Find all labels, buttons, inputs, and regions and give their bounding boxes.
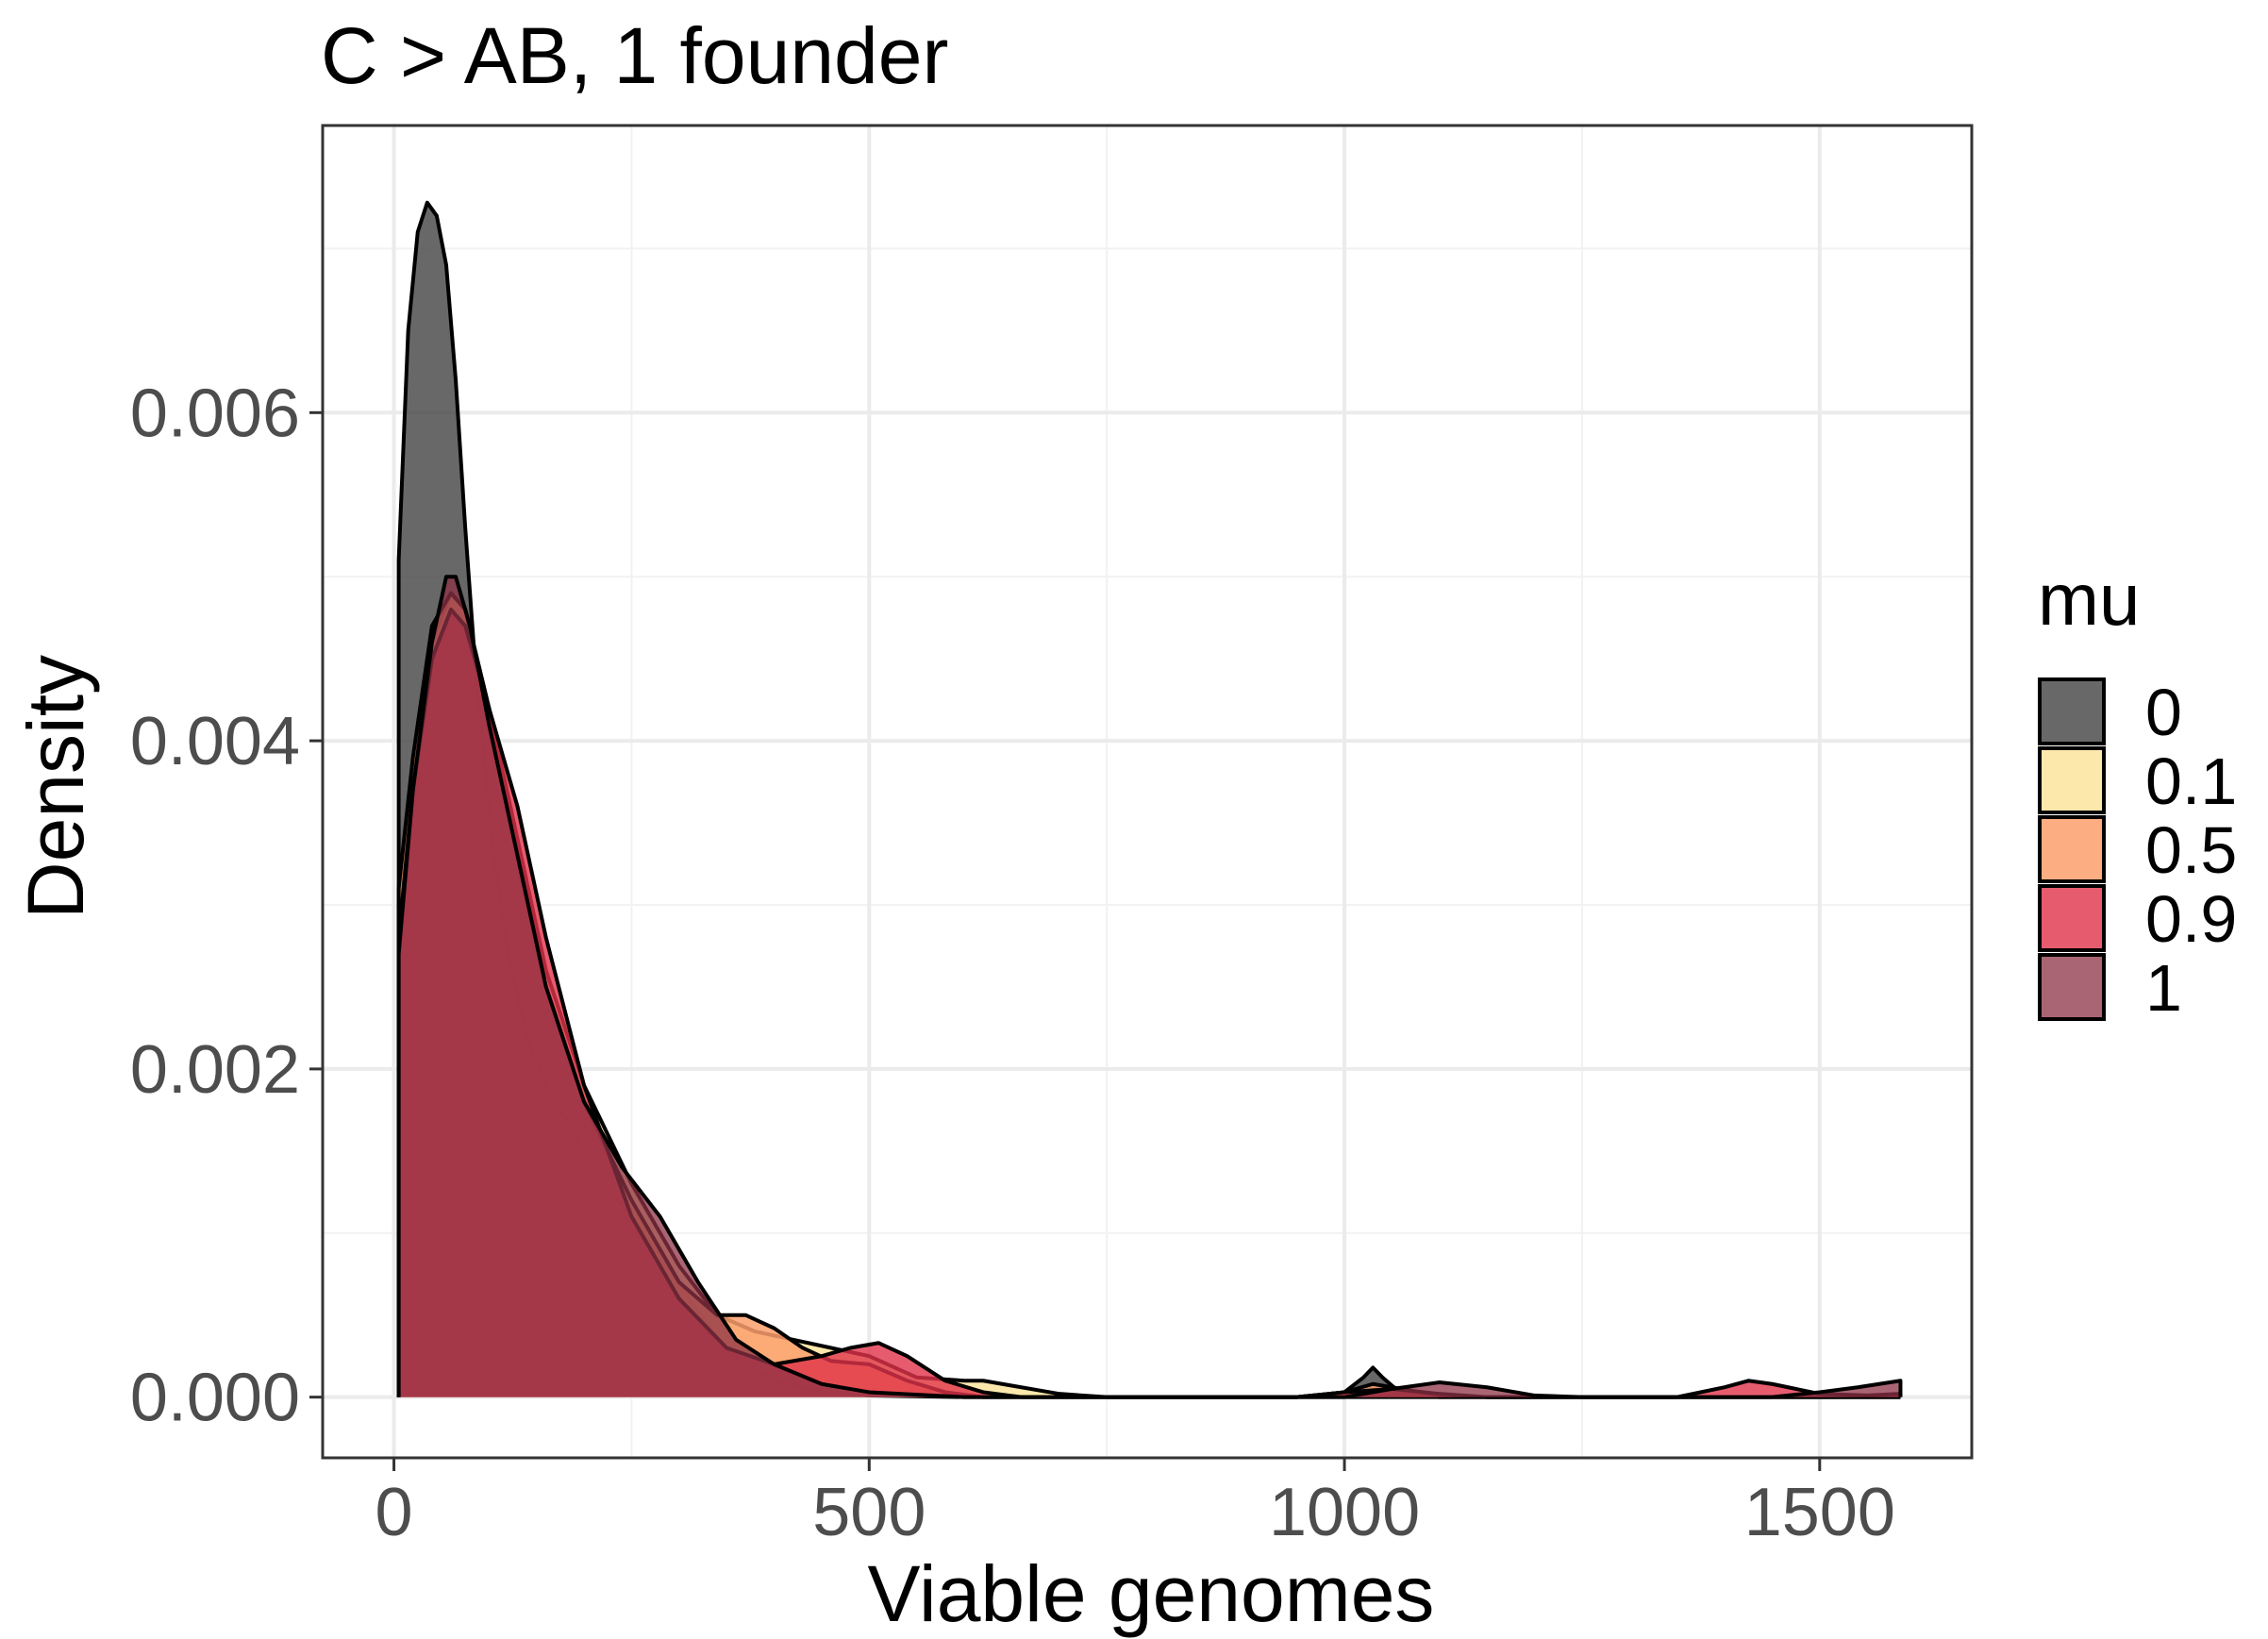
x-axis-title: Viable genomes	[868, 1549, 1435, 1638]
density-area-mu-1	[398, 577, 1901, 1397]
y-tick-label: 0.006	[130, 376, 300, 451]
legend-label-mu-0.9: 0.9	[2145, 882, 2237, 956]
legend-label-mu-0.1: 0.1	[2145, 744, 2237, 818]
legend-key-mu-0	[2038, 677, 2106, 745]
x-tick-label: 500	[812, 1475, 926, 1550]
legend-key-mu-0.1	[2038, 746, 2106, 814]
y-axis-title: Density	[11, 655, 100, 919]
axis-tick-labels: 0 500 1000 1500 0.000 0.002 0.004 0.006	[130, 376, 1895, 1550]
axis-ticks	[309, 410, 1822, 1471]
legend: mu 00.10.50.91	[2038, 558, 2237, 1025]
plot-panel-border	[321, 124, 1974, 1460]
chart-title: C > AB, 1 founder	[321, 11, 948, 100]
legend-items: 00.10.50.91	[2038, 676, 2237, 1025]
y-tick-label: 0.004	[130, 704, 300, 779]
legend-title: mu	[2038, 558, 2140, 641]
density-series	[396, 200, 1903, 1399]
x-tick-label: 1000	[1269, 1475, 1420, 1550]
legend-key-mu-0.5	[2038, 815, 2106, 883]
x-tick-label: 1500	[1744, 1475, 1895, 1550]
legend-label-mu-1: 1	[2145, 951, 2182, 1025]
legend-key-mu-1	[2038, 953, 2106, 1021]
density-outline-mu-1	[396, 575, 1903, 1399]
y-tick-label: 0.000	[130, 1361, 300, 1436]
legend-label-mu-0.5: 0.5	[2145, 813, 2237, 887]
legend-label-mu-0: 0	[2145, 676, 2182, 749]
legend-key-mu-0.9	[2038, 884, 2106, 952]
x-tick-label: 0	[375, 1475, 413, 1550]
y-tick-label: 0.002	[130, 1032, 300, 1108]
